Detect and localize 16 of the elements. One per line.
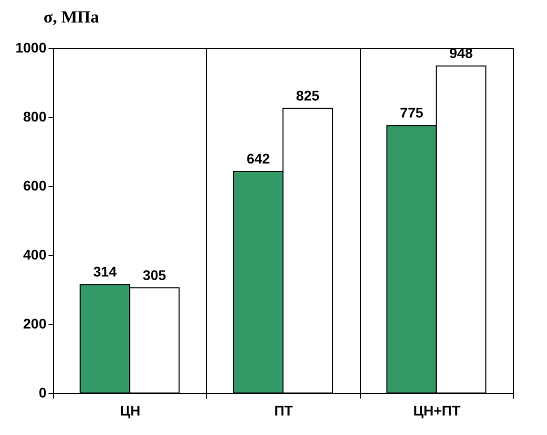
data-label: 642 <box>246 150 270 167</box>
y-tick-label: 800 <box>23 108 47 124</box>
data-label: 948 <box>449 44 473 61</box>
data-label: 314 <box>93 264 117 280</box>
y-axis-title: σ, МПа <box>44 8 100 26</box>
y-tick-label: 1000 <box>15 40 47 56</box>
x-tick-label: ПТ <box>274 402 294 418</box>
data-label: 825 <box>296 87 320 104</box>
y-tick-label: 400 <box>23 246 47 262</box>
y-tick-label: 600 <box>23 178 47 194</box>
y-tick-label: 200 <box>23 316 47 332</box>
y-tick-label: 0 <box>38 384 47 400</box>
data-label: 305 <box>142 266 166 283</box>
x-tick-label: ЦН <box>120 402 140 418</box>
x-tick-label: ЦН+ПТ <box>413 402 461 418</box>
data-label: 775 <box>400 104 424 121</box>
